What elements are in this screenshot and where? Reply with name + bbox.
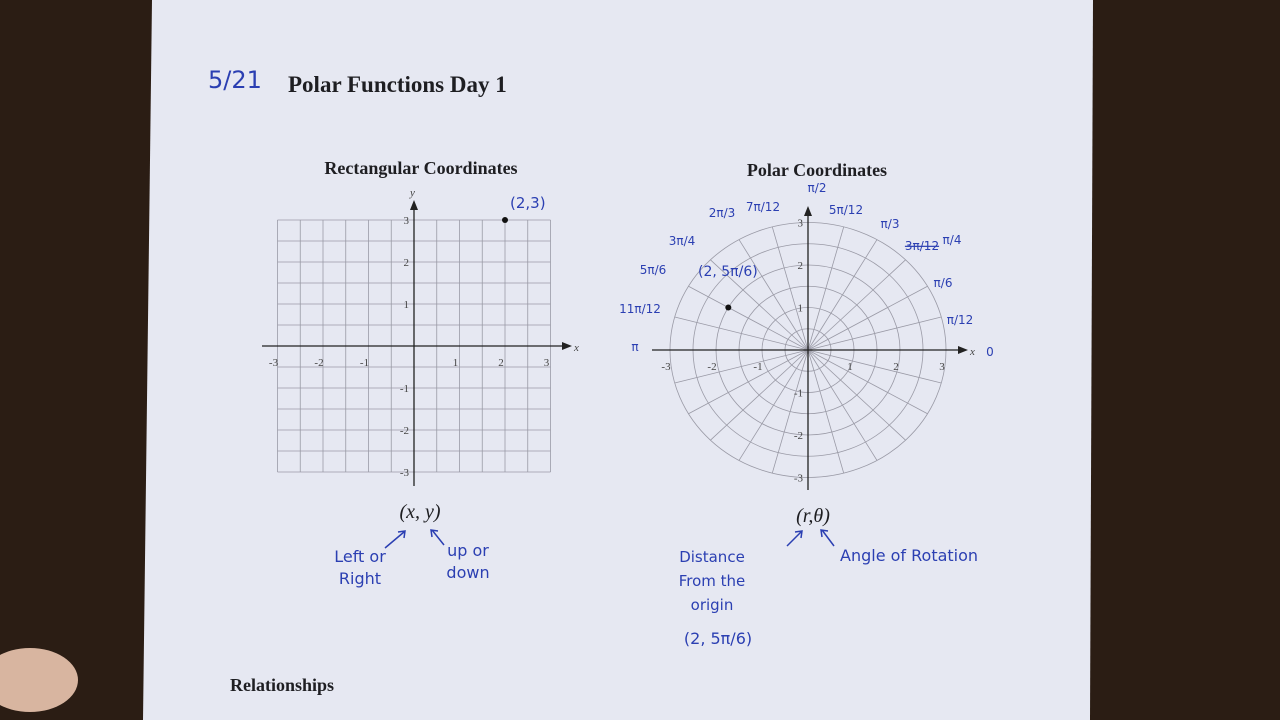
notation: (r,θ) [796, 505, 830, 527]
note: From the [679, 572, 746, 590]
tick-label: -3 [269, 357, 279, 369]
angle-label: 2π/3 [709, 206, 736, 220]
polar-ray [807, 285, 928, 351]
tick-label: 1 [847, 361, 853, 373]
tick-label: 3 [798, 218, 804, 230]
polar-ray [710, 259, 809, 351]
tick-label: -3 [400, 467, 410, 479]
point-label: (2, 5π/6) [698, 264, 758, 280]
tick-label: -2 [794, 430, 803, 442]
rect-title: Rectangular Coordinates [324, 158, 517, 178]
tick-label: -1 [794, 388, 803, 400]
tick-label: -1 [753, 361, 762, 373]
paper [143, 0, 1093, 720]
point-label: (2,3) [510, 194, 546, 212]
arrow [562, 342, 572, 350]
note: down [446, 563, 489, 582]
tick-label: -1 [360, 357, 369, 369]
tick-label: -2 [707, 361, 716, 373]
point [725, 304, 732, 311]
polar-ray [807, 316, 942, 351]
arrow [958, 346, 968, 354]
tick-label: 2 [498, 357, 504, 369]
title: Polar Functions Day 1 [288, 72, 507, 97]
angle-label: 5π/12 [829, 203, 863, 217]
tick-label: 1 [798, 303, 804, 315]
finger [0, 648, 78, 712]
note: Angle of Rotation [840, 546, 978, 565]
drawings: x y -3 -2 -1 1 2 3 -3 -2 -1 1 2 3 (2,3) (x, y) Left or Ri… [262, 181, 994, 648]
polar-ray [674, 349, 809, 384]
point [502, 217, 508, 223]
polar-ray [807, 349, 845, 474]
angle-label: π/3 [881, 217, 900, 231]
arrow-note [820, 529, 835, 547]
notation: (x, y) [399, 501, 440, 523]
axis-label: y [409, 187, 415, 199]
tick-label: 3 [544, 357, 550, 369]
tick-label: 2 [798, 260, 804, 272]
angle-label: π/12 [947, 313, 974, 327]
polar-title: Polar Coordinates [747, 160, 887, 180]
arrow-note [430, 529, 445, 546]
date: 5/21 [208, 66, 262, 94]
note: Right [339, 569, 381, 588]
angle-label: 11π/12 [619, 302, 661, 316]
tick-label: -2 [400, 425, 409, 437]
polar-ray [807, 239, 878, 351]
arrow-note [786, 530, 803, 547]
tick-label: -2 [314, 357, 323, 369]
polar-ray [738, 349, 809, 461]
example: (2, 5π/6) [684, 629, 752, 648]
arrow-note [384, 530, 406, 549]
angle-label: π/2 [808, 181, 827, 195]
angle-label: π [631, 340, 638, 354]
polar-ray [807, 349, 878, 461]
note: up or [447, 541, 489, 560]
tick-label: -1 [400, 383, 409, 395]
angle-label: π/4 [943, 233, 962, 247]
polar-ray [807, 349, 928, 415]
note: origin [691, 596, 734, 614]
tick-label: 3 [404, 215, 410, 227]
polar-ray [771, 349, 809, 474]
angle-label: 0 [986, 345, 994, 359]
section-heading: Relationships [230, 675, 334, 695]
tick-label: 2 [893, 361, 899, 373]
angle-label: 7π/12 [746, 200, 780, 214]
arrow [804, 206, 812, 216]
axis-label: x [573, 342, 579, 354]
polar-ray [738, 239, 809, 351]
polar-ray [807, 226, 845, 351]
arrow [410, 200, 418, 210]
polar-ray [688, 349, 809, 415]
tick-label: 2 [404, 257, 410, 269]
polar-ray [771, 226, 809, 351]
note: Distance [679, 548, 745, 566]
angle-label: 3π/4 [669, 234, 696, 248]
axis-label: x [969, 346, 975, 358]
polar-ray [807, 259, 906, 351]
tick-label: 1 [453, 357, 459, 369]
polar-ray [807, 349, 906, 441]
note: Left or [334, 547, 386, 566]
polar-ray [674, 316, 809, 351]
polar-ray [807, 349, 942, 384]
polar-ray [710, 349, 809, 441]
tick-label: 3 [939, 361, 945, 373]
angle-label: π/6 [934, 276, 953, 290]
tick-label: 1 [404, 299, 410, 311]
angle-label: 5π/6 [640, 263, 667, 277]
tick-label: -3 [794, 473, 804, 485]
tick-label: -3 [661, 361, 671, 373]
polar-ray [688, 285, 809, 351]
angle-label: 3π/12 [905, 239, 939, 253]
